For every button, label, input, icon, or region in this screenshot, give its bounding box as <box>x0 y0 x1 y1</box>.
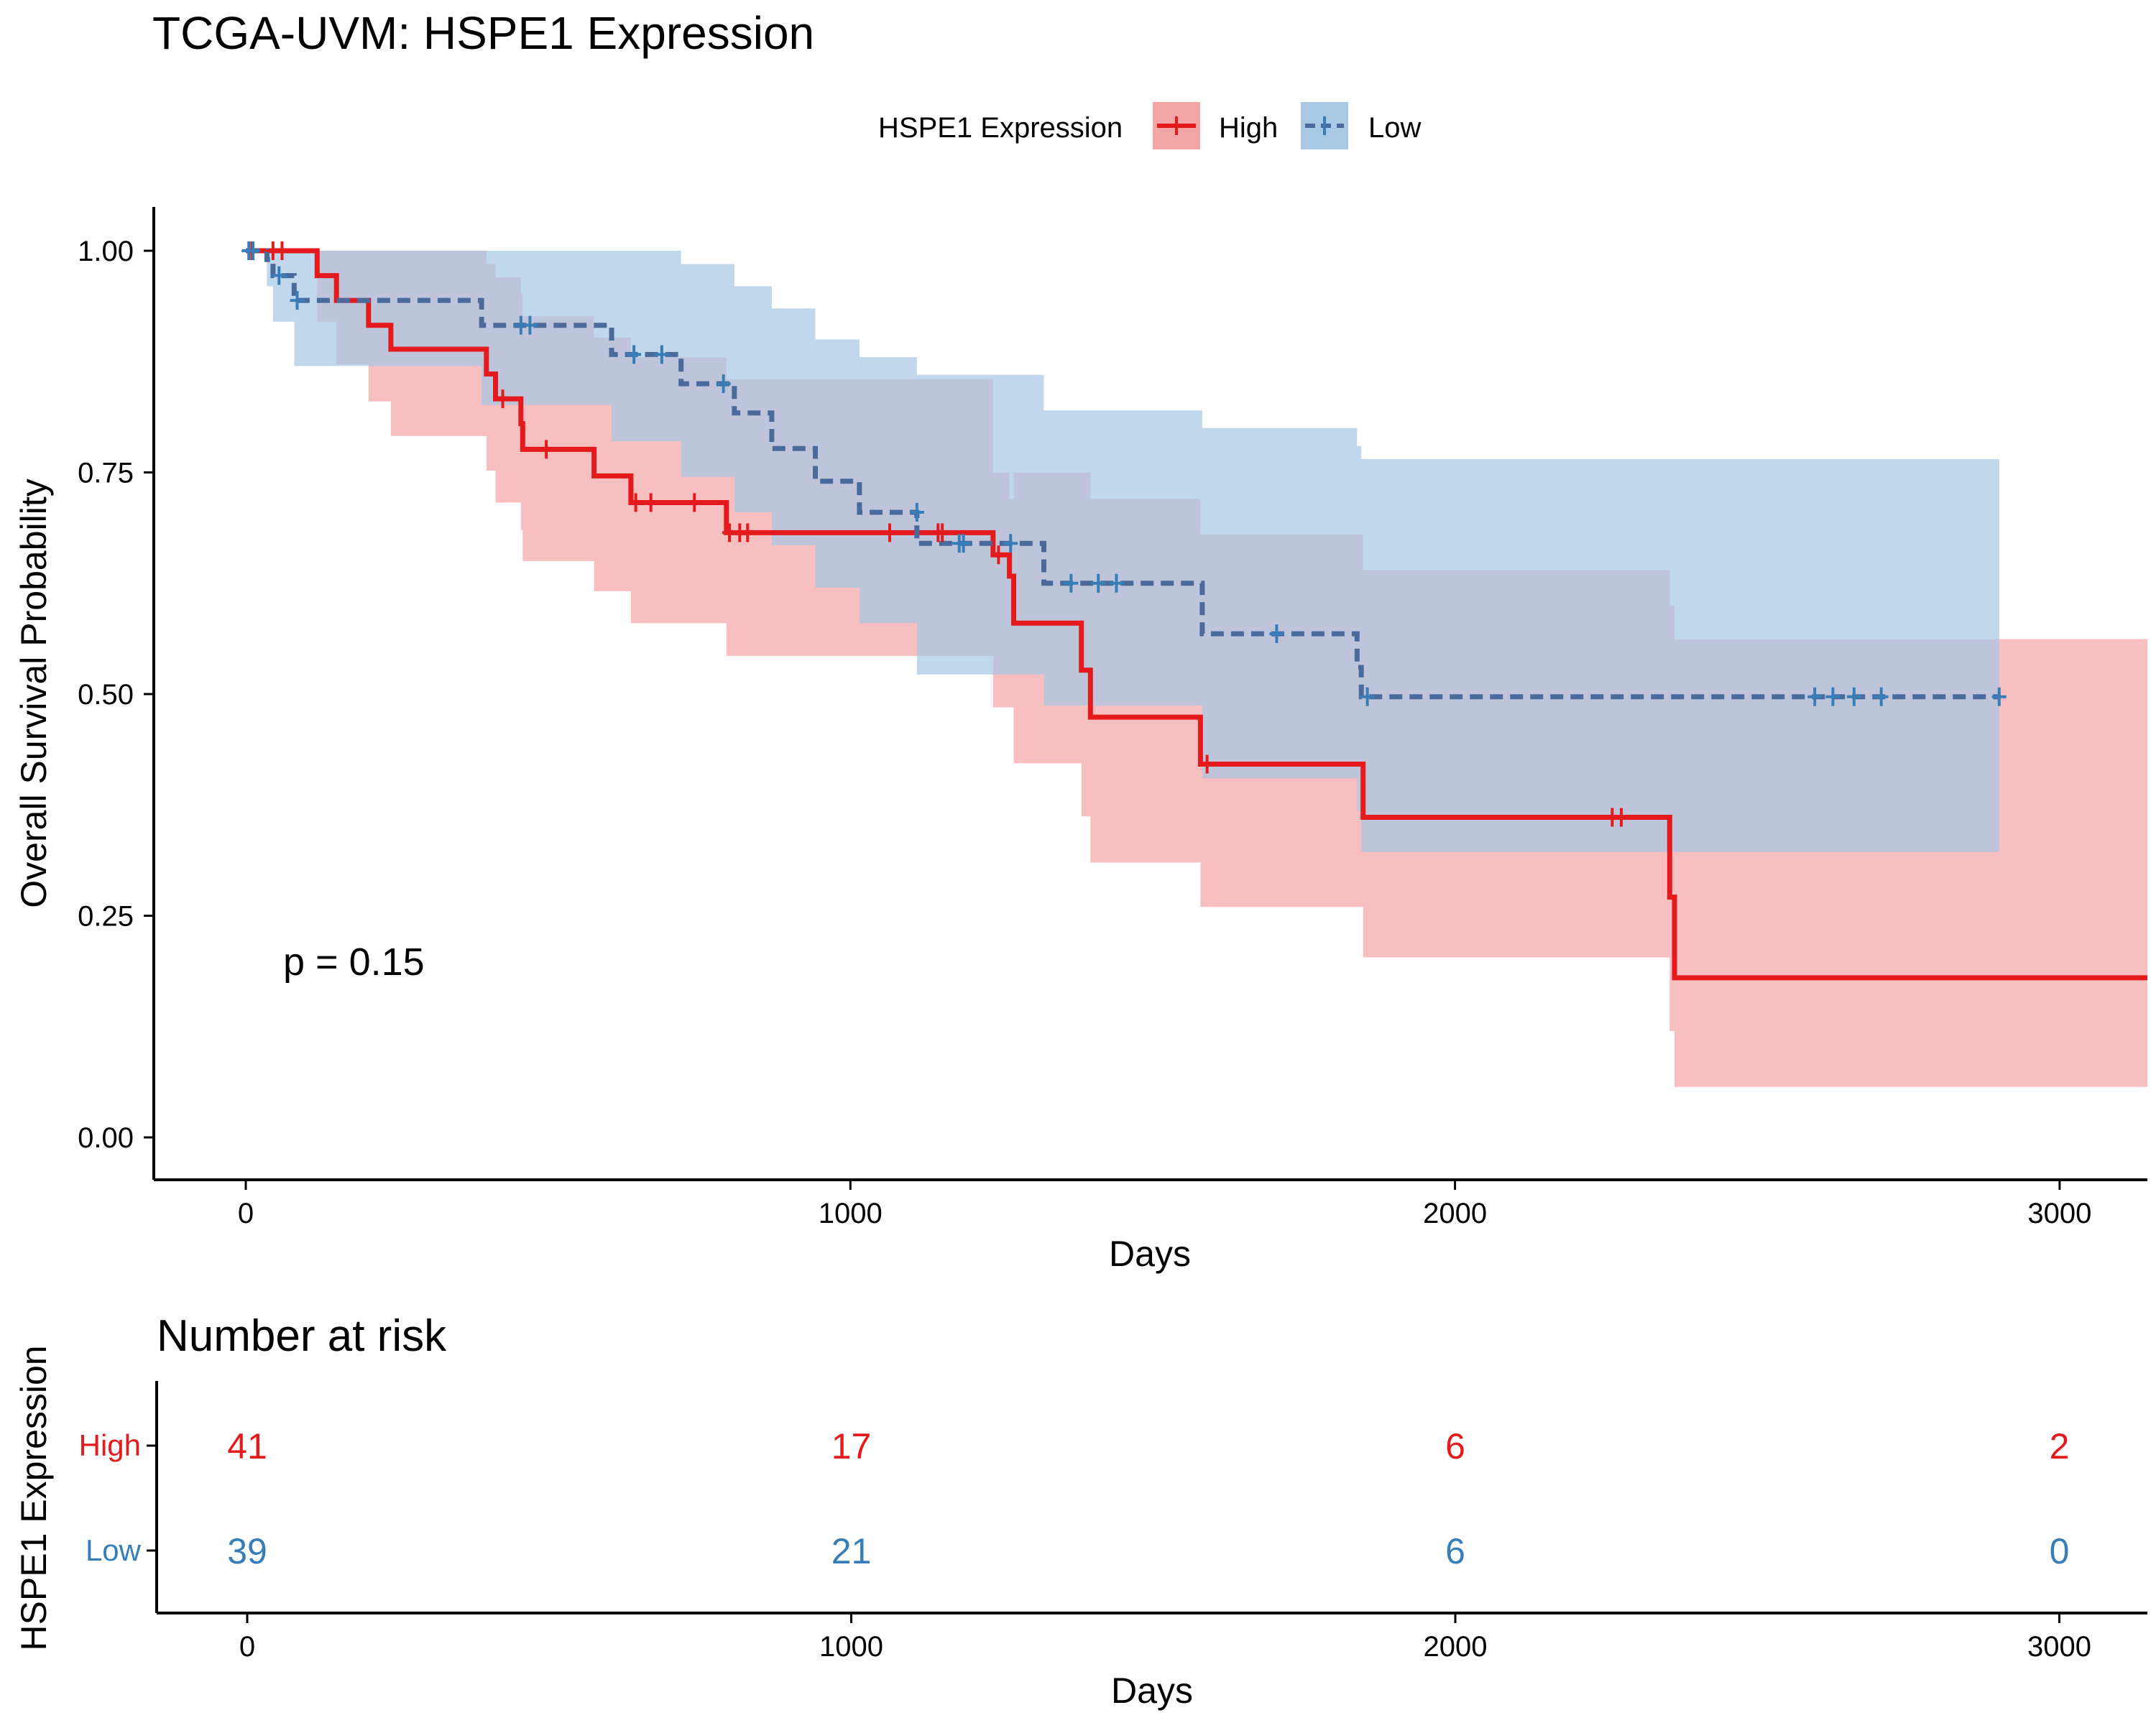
risk-x-tick-label: 1000 <box>819 1631 883 1663</box>
x-tick-label: 0 <box>238 1198 254 1229</box>
legend-label-low: Low <box>1368 112 1421 144</box>
survival-curve-low <box>246 248 1999 700</box>
risk-count-high: 2 <box>2050 1426 2070 1466</box>
risk-count-high: 17 <box>831 1426 872 1466</box>
risk-table-title: Number at risk <box>157 1311 447 1361</box>
risk-count-low: 6 <box>1445 1531 1465 1571</box>
survival-curve-high <box>246 248 2147 981</box>
x-tick-label: 3000 <box>2027 1198 2091 1229</box>
survival-curves <box>246 248 2147 981</box>
risk-count-low: 0 <box>2050 1531 2070 1571</box>
y-tick-label: 0.25 <box>78 901 134 933</box>
risk-table-axes <box>155 1381 2147 1614</box>
p-value-annotation: p = 0.15 <box>283 941 425 984</box>
risk-x-tick-label: 3000 <box>2027 1631 2091 1663</box>
risk-x-tick-label: 0 <box>239 1631 255 1663</box>
risk-y-axis-label: HSPE1 Expression <box>14 1345 54 1650</box>
risk-row-label-high: High <box>79 1428 141 1462</box>
x-tick-label: 2000 <box>1423 1198 1487 1229</box>
x-axis-ticks: 0 1000 2000 3000 <box>238 1180 2091 1229</box>
risk-row-label-low: Low <box>86 1533 142 1567</box>
risk-x-tick-label: 2000 <box>1424 1631 1488 1663</box>
censor-marks <box>241 241 2007 827</box>
y-tick-label: 0.75 <box>78 458 134 489</box>
legend-item-high: High <box>1153 102 1278 149</box>
y-tick-label: 0.00 <box>78 1122 134 1154</box>
risk-count-low: 39 <box>227 1531 267 1571</box>
legend-item-low: Low <box>1301 102 1421 149</box>
risk-x-axis-ticks: 0 1000 2000 3000 <box>239 1613 2091 1663</box>
y-axis-ticks: 0.00 0.25 0.50 0.75 1.00 <box>78 236 154 1154</box>
risk-x-axis-label: Days <box>1111 1671 1193 1711</box>
x-tick-label: 1000 <box>819 1198 883 1229</box>
legend: HSPE1 Expression High Low <box>878 102 1421 149</box>
legend-title: HSPE1 Expression <box>878 112 1123 144</box>
y-tick-label: 0.50 <box>78 679 134 711</box>
risk-count-high: 41 <box>227 1426 267 1466</box>
risk-count-low: 21 <box>831 1531 872 1571</box>
y-axis-label: Overall Survival Probability <box>14 479 54 907</box>
legend-label-high: High <box>1219 112 1278 144</box>
risk-count-high: 6 <box>1445 1426 1465 1466</box>
risk-table-rows: High 41 17 6 2 Low 39 21 6 0 <box>79 1426 2070 1571</box>
chart-title: TCGA-UVM: HSPE1 Expression <box>152 7 814 59</box>
y-tick-label: 1.00 <box>78 236 134 267</box>
x-axis-label: Days <box>1109 1234 1191 1274</box>
confidence-band-low <box>246 251 1999 852</box>
